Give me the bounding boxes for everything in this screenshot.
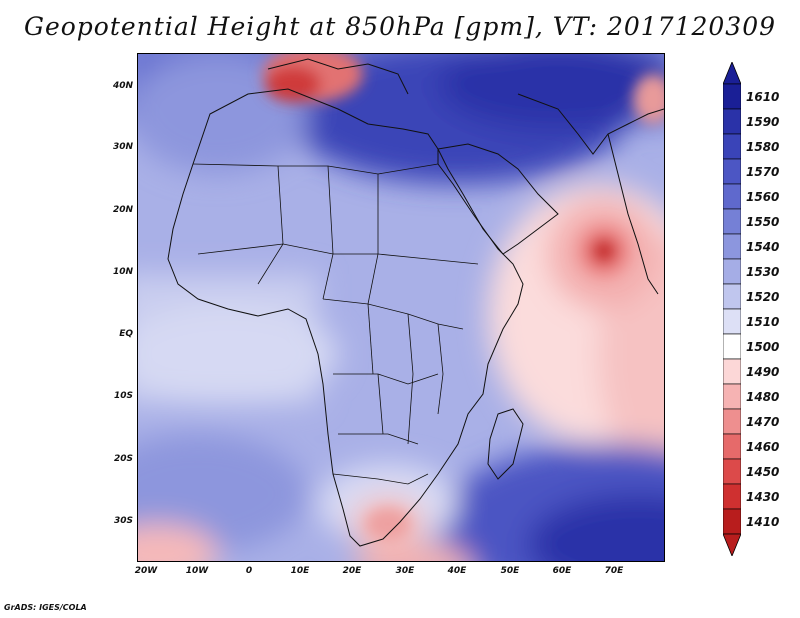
field-lows xyxy=(263,54,664,540)
lon-label-40e: 40E xyxy=(447,566,467,576)
colorbar-swatch xyxy=(723,183,741,210)
colorbar-swatch xyxy=(723,258,741,285)
colorbar-label: 1520 xyxy=(746,289,780,304)
colorbar-swatch xyxy=(723,133,741,160)
colorbar-label: 1410 xyxy=(746,514,780,529)
colorbar-swatch xyxy=(723,408,741,435)
colorbar-label: 1500 xyxy=(746,339,780,354)
coastlines xyxy=(167,58,664,547)
lon-label-10w: 10W xyxy=(185,566,209,576)
lat-label-eq: EQ xyxy=(119,329,133,339)
colorbar-label: 1430 xyxy=(746,489,780,504)
colorbar-label: 1560 xyxy=(746,189,780,204)
colorbar-label: 1570 xyxy=(746,164,780,179)
colorbar-swatch xyxy=(723,483,741,510)
colorbar-label: 1460 xyxy=(746,439,780,454)
lat-label-10s: 10S xyxy=(113,391,133,401)
colorbar-label: 1550 xyxy=(746,214,780,229)
colorbar-swatch xyxy=(723,283,741,310)
lat-label-30s: 30S xyxy=(113,516,133,526)
colorbar-swatch xyxy=(723,458,741,485)
colorbar-swatch xyxy=(723,508,741,535)
lon-label-10e: 10E xyxy=(290,566,310,576)
colorbar-top-arrow xyxy=(723,62,741,85)
colorbar-swatch xyxy=(723,158,741,185)
colorbar-swatch xyxy=(723,208,741,235)
lon-label-60e: 60E xyxy=(552,566,572,576)
colorbar-swatch xyxy=(723,83,741,110)
colorbar-label: 1450 xyxy=(746,464,780,479)
colorbar-swatch xyxy=(723,358,741,385)
colorbar-label: 1580 xyxy=(746,139,780,154)
colorbar-swatch xyxy=(723,233,741,260)
colorbar-bottom-arrow xyxy=(723,533,741,556)
colorbar-swatch xyxy=(723,433,741,460)
colorbar-label: 1590 xyxy=(746,114,780,129)
colorbar-swatch xyxy=(723,383,741,410)
lat-label-20s: 20S xyxy=(113,454,133,464)
map-panel xyxy=(137,53,665,562)
colorbar-swatch xyxy=(723,108,741,135)
lon-label-30e: 30E xyxy=(395,566,415,576)
colorbar-label: 1610 xyxy=(746,89,780,104)
lat-label-30n: 30N xyxy=(112,142,133,152)
colorbar-label: 1510 xyxy=(746,314,780,329)
chart-title: Geopotential Height at 850hPa [gpm], VT:… xyxy=(23,12,777,41)
colorbar-label: 1470 xyxy=(746,414,780,429)
colorbar-label: 1480 xyxy=(746,389,780,404)
lon-label-0: 0 xyxy=(245,566,253,576)
colorbar-swatch xyxy=(723,308,741,335)
lon-label-20e: 20E xyxy=(342,566,362,576)
colorbar-swatch xyxy=(723,333,741,360)
lon-label-70e: 70E xyxy=(604,566,624,576)
colorbar xyxy=(723,62,741,556)
lon-label-20w: 20W xyxy=(134,566,158,576)
colorbar-label: 1530 xyxy=(746,264,780,279)
footer-credit: GrADS: IGES/COLA xyxy=(4,603,87,612)
lat-label-40n: 40N xyxy=(112,81,133,91)
colorbar-label: 1540 xyxy=(746,239,780,254)
height-field-map xyxy=(138,54,664,561)
lat-label-20n: 20N xyxy=(112,205,133,215)
country-borders xyxy=(192,163,479,485)
colorbar-label: 1490 xyxy=(746,364,780,379)
lat-label-10n: 10N xyxy=(112,267,133,277)
lon-label-50e: 50E xyxy=(500,566,520,576)
